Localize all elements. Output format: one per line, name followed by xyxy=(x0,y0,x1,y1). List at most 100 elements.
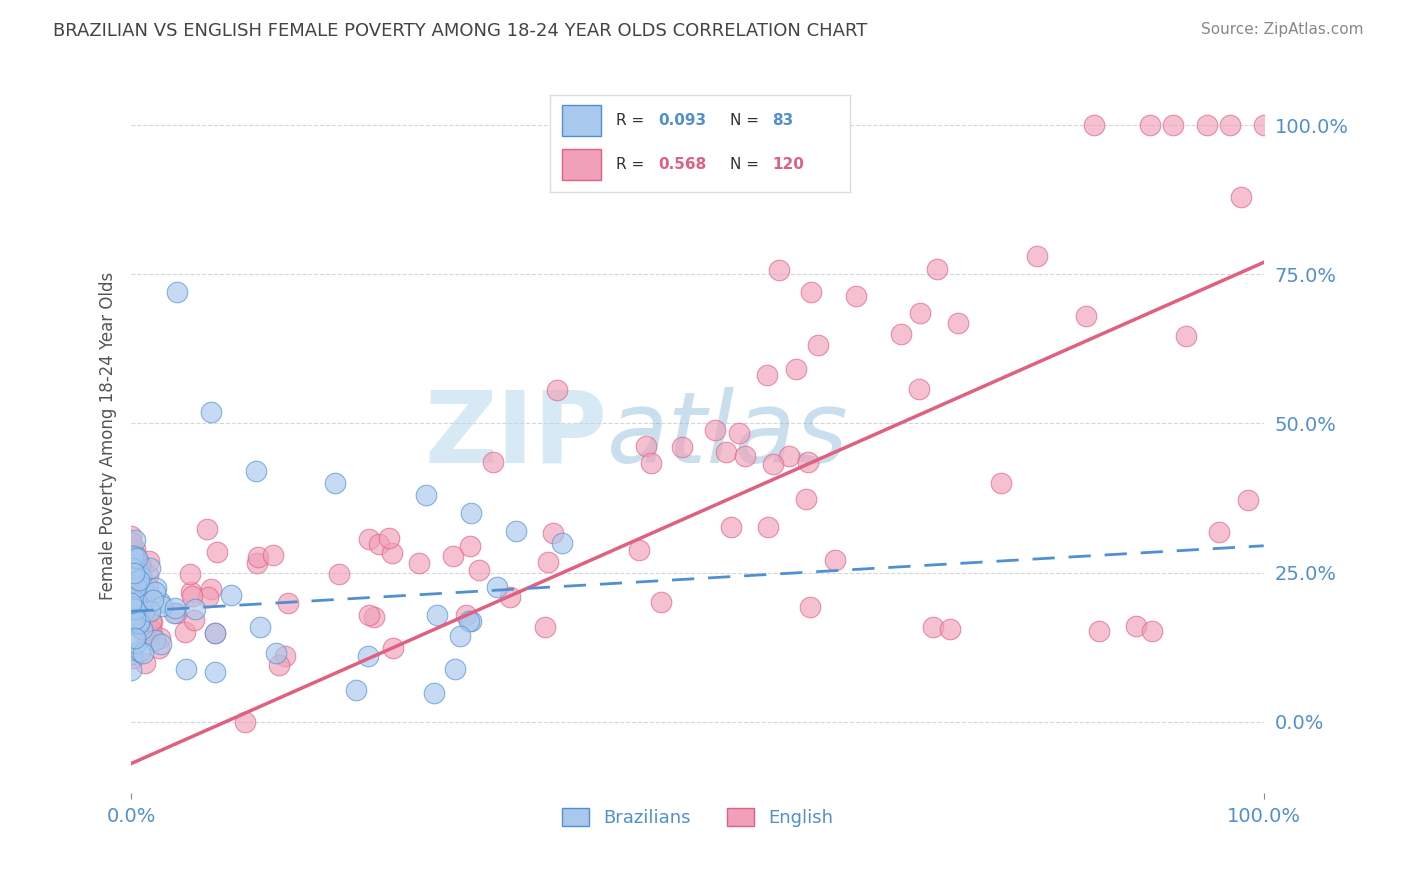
Point xyxy=(423,686,446,700)
Point xyxy=(121,606,143,620)
Point xyxy=(1088,624,1111,638)
Point xyxy=(460,614,482,628)
Point xyxy=(129,643,152,657)
Point xyxy=(124,533,146,548)
Point xyxy=(274,648,297,663)
Point xyxy=(136,568,159,582)
Point xyxy=(120,664,142,678)
Point xyxy=(183,613,205,627)
Point xyxy=(124,612,146,626)
Point xyxy=(460,506,482,520)
Point xyxy=(200,582,222,596)
Point xyxy=(449,630,471,644)
Point xyxy=(125,585,148,599)
Point xyxy=(127,616,149,631)
Point xyxy=(382,640,405,655)
Point xyxy=(150,599,173,614)
Legend: Brazilians, English: Brazilians, English xyxy=(554,801,841,834)
Point xyxy=(441,549,464,563)
Point xyxy=(122,594,145,608)
Point xyxy=(714,445,737,459)
Point xyxy=(124,549,146,563)
Point xyxy=(204,625,226,640)
Point xyxy=(141,628,163,642)
Point xyxy=(277,596,299,610)
Point xyxy=(128,601,150,615)
Point xyxy=(946,316,969,330)
Point xyxy=(125,636,148,650)
Point xyxy=(328,566,350,581)
Point xyxy=(120,529,142,543)
Point xyxy=(183,602,205,616)
Point xyxy=(125,603,148,617)
Point xyxy=(121,560,143,574)
Point xyxy=(120,615,142,630)
Point xyxy=(127,559,149,574)
Point xyxy=(1208,524,1230,539)
Point xyxy=(1140,624,1163,638)
Point xyxy=(139,560,162,574)
Point xyxy=(121,569,143,583)
Point xyxy=(720,520,742,534)
Point xyxy=(174,625,197,640)
Point xyxy=(1026,249,1049,263)
Point xyxy=(121,553,143,567)
Point xyxy=(132,646,155,660)
Point xyxy=(180,589,202,603)
Point xyxy=(264,646,287,660)
Point xyxy=(134,657,156,671)
Point xyxy=(145,581,167,595)
Point xyxy=(124,602,146,616)
Point xyxy=(142,593,165,607)
Point xyxy=(415,488,437,502)
Point xyxy=(499,590,522,604)
Point xyxy=(1253,118,1275,132)
Point xyxy=(458,540,481,554)
Point xyxy=(120,571,142,585)
Point xyxy=(120,534,142,549)
Point xyxy=(1125,619,1147,633)
Point xyxy=(381,546,404,560)
Point xyxy=(124,542,146,557)
Point xyxy=(824,553,846,567)
Point xyxy=(367,537,389,551)
Point xyxy=(640,456,662,470)
Y-axis label: Female Poverty Among 18-24 Year Olds: Female Poverty Among 18-24 Year Olds xyxy=(100,271,117,599)
Point xyxy=(121,607,143,621)
Point xyxy=(627,543,650,558)
Point xyxy=(127,581,149,595)
Point xyxy=(139,604,162,618)
Point xyxy=(1076,309,1098,323)
Point xyxy=(128,611,150,625)
Point xyxy=(1230,190,1253,204)
Point xyxy=(357,607,380,622)
Point xyxy=(129,557,152,571)
Point xyxy=(456,608,478,623)
Point xyxy=(125,580,148,594)
Point xyxy=(205,545,228,559)
Point xyxy=(122,604,145,618)
Point xyxy=(121,599,143,614)
Point xyxy=(132,604,155,618)
Point xyxy=(634,440,657,454)
Point xyxy=(124,595,146,609)
Point xyxy=(165,601,187,615)
Point xyxy=(121,582,143,597)
Point xyxy=(1083,118,1105,132)
Point xyxy=(204,626,226,640)
Point xyxy=(219,588,242,602)
Point xyxy=(163,606,186,620)
Point xyxy=(120,600,142,615)
Point xyxy=(122,598,145,612)
Point xyxy=(120,567,142,582)
Point xyxy=(127,550,149,565)
Point xyxy=(481,455,503,469)
Point xyxy=(486,580,509,594)
Point xyxy=(127,574,149,589)
Point xyxy=(845,289,868,303)
Point xyxy=(122,591,145,606)
Point xyxy=(141,615,163,630)
Point xyxy=(262,548,284,562)
Point xyxy=(129,570,152,584)
Point xyxy=(127,591,149,606)
